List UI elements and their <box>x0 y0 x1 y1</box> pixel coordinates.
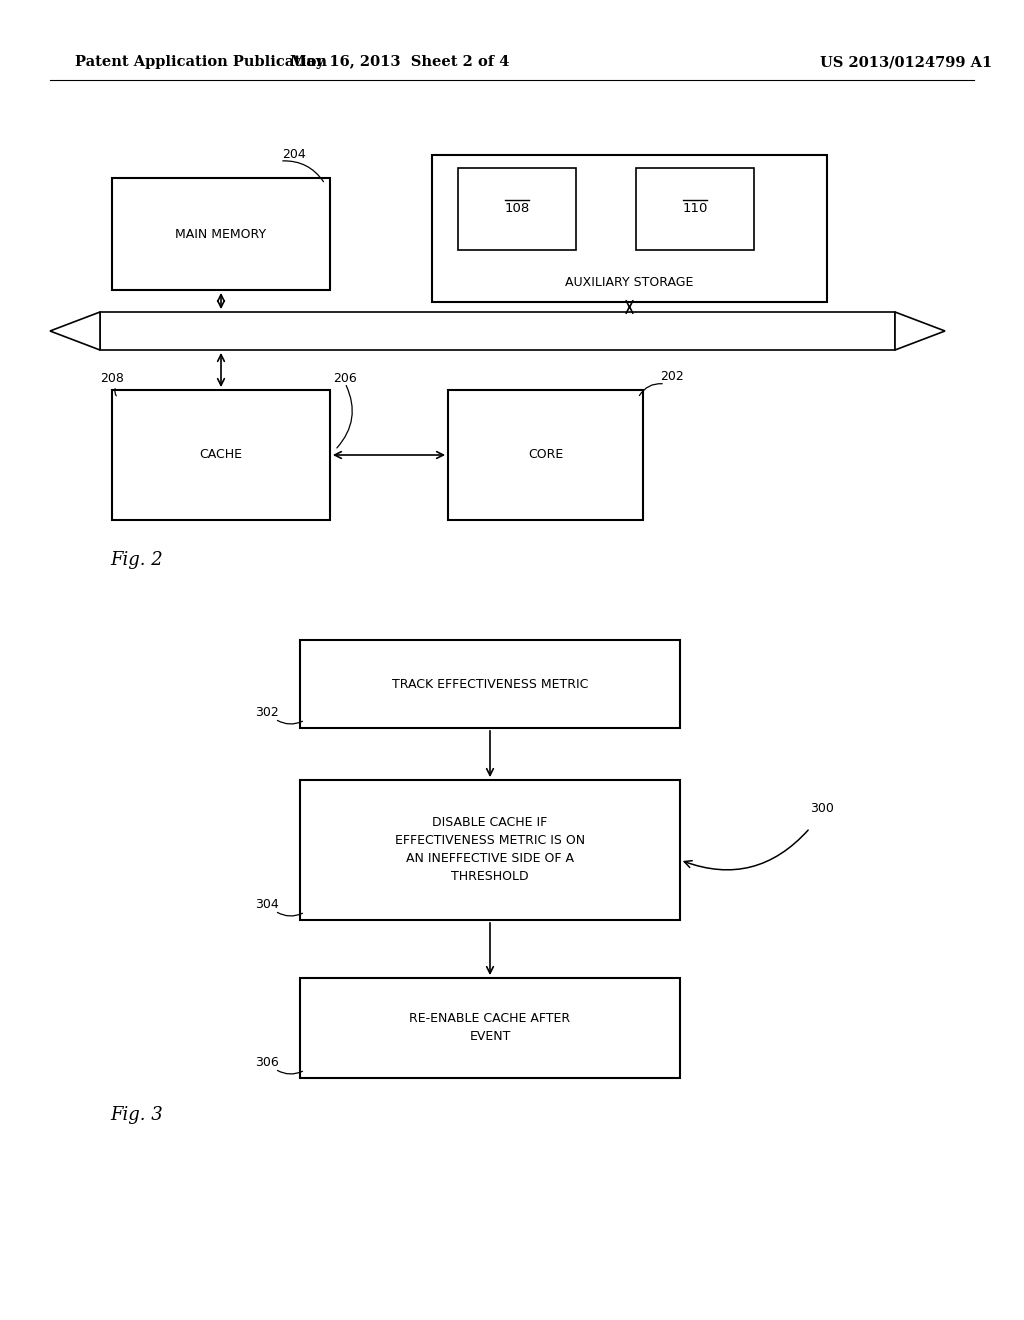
Bar <box>449 389 643 520</box>
Bar <box>100 312 895 350</box>
Text: 304: 304 <box>255 899 279 912</box>
Text: DISABLE CACHE IF
EFFECTIVENESS METRIC IS ON
AN INEFFECTIVE SIDE OF A
THRESHOLD: DISABLE CACHE IF EFFECTIVENESS METRIC IS… <box>395 817 585 883</box>
Text: 202: 202 <box>660 370 684 383</box>
Text: 110: 110 <box>682 202 708 215</box>
Text: RE-ENABLE CACHE AFTER
EVENT: RE-ENABLE CACHE AFTER EVENT <box>410 1012 570 1044</box>
Bar <box>458 168 575 249</box>
Text: 108: 108 <box>505 202 529 215</box>
Text: 302: 302 <box>255 706 279 719</box>
Bar <box>636 168 754 249</box>
Bar <box>300 640 680 729</box>
Polygon shape <box>50 312 100 350</box>
Text: TRACK EFFECTIVENESS METRIC: TRACK EFFECTIVENESS METRIC <box>392 677 588 690</box>
Text: 300: 300 <box>810 801 834 814</box>
Text: 206: 206 <box>333 371 356 384</box>
Text: US 2013/0124799 A1: US 2013/0124799 A1 <box>820 55 992 69</box>
Text: Fig. 2: Fig. 2 <box>110 550 163 569</box>
Text: CACHE: CACHE <box>200 449 243 462</box>
Text: MAIN MEMORY: MAIN MEMORY <box>175 227 266 240</box>
Polygon shape <box>895 312 945 350</box>
Text: 204: 204 <box>282 149 306 161</box>
Text: Patent Application Publication: Patent Application Publication <box>75 55 327 69</box>
Text: AUXILIARY STORAGE: AUXILIARY STORAGE <box>565 276 693 289</box>
Bar <box>112 178 330 290</box>
Text: Fig. 3: Fig. 3 <box>110 1106 163 1125</box>
Bar <box>112 389 330 520</box>
Bar <box>300 780 680 920</box>
Text: 208: 208 <box>100 371 124 384</box>
Text: CORE: CORE <box>528 449 563 462</box>
Bar <box>300 978 680 1078</box>
Bar <box>432 154 827 302</box>
Text: May 16, 2013  Sheet 2 of 4: May 16, 2013 Sheet 2 of 4 <box>291 55 510 69</box>
Text: 306: 306 <box>255 1056 279 1069</box>
